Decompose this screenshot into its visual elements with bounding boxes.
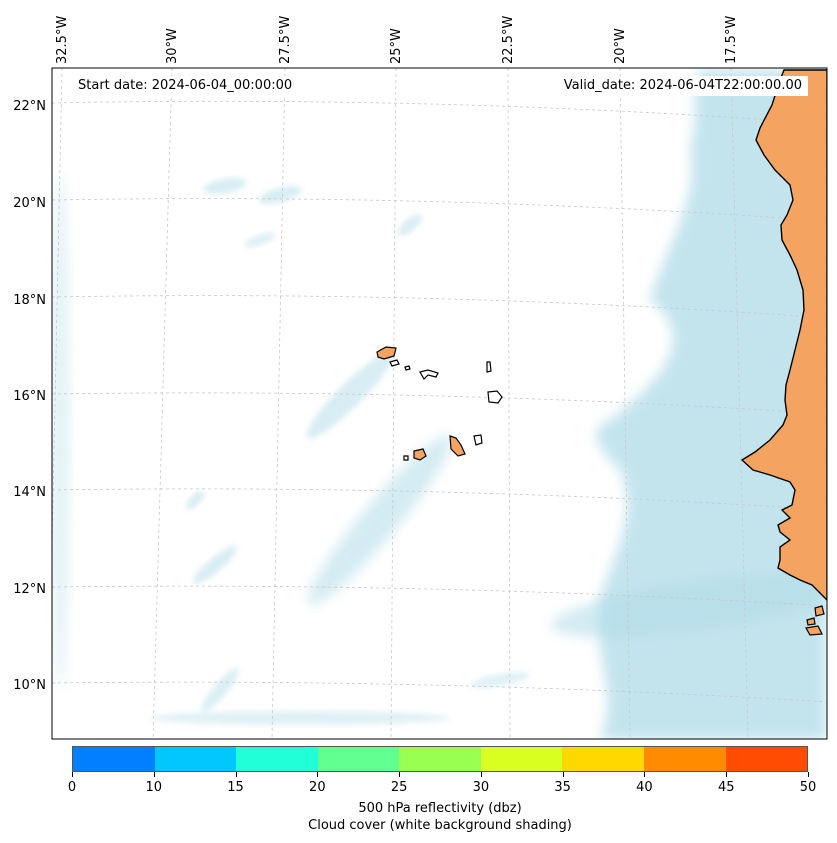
colorbar-tick (72, 772, 73, 777)
lon-label: 30°W (165, 28, 180, 64)
colorbar-tick-label: 50 (799, 780, 817, 795)
cloud-band-south (551, 572, 827, 638)
colorbar-tick-label: 0 (67, 780, 77, 795)
colorbar-segment (73, 747, 155, 771)
cloud-patch-8 (244, 232, 276, 248)
island-fogo (413, 448, 427, 461)
lon-label: 25°W (389, 28, 404, 64)
island-santiago (449, 435, 466, 457)
valid-date-label: Valid_date: 2024-06-04T22:00:00.00 (557, 76, 808, 96)
lat-label: 18°N (13, 293, 46, 308)
colorbar-ticks: 0 10 15 20 25 30 35 40 45 50 (68, 772, 816, 802)
colorbar-tick (153, 772, 155, 777)
island-maio (473, 434, 483, 446)
cloud-patch-5 (201, 668, 239, 712)
lat-label: 12°N (13, 582, 46, 597)
colorbar-segment (480, 747, 563, 771)
colorbar-tick-label: 15 (227, 780, 244, 795)
colorbar-tick-label: 35 (554, 780, 571, 795)
cape-verde-islands (376, 346, 503, 461)
lat-label: 10°N (13, 678, 46, 693)
lon-label: 17.5°W (724, 16, 739, 64)
lon-label: 20°W (613, 28, 628, 64)
cloud-band-west (52, 170, 70, 690)
colorbar-tick-label: 20 (309, 780, 326, 795)
lat-label: 20°N (13, 196, 46, 211)
colorbar-sublabel: Cloud cover (white background shading) (308, 818, 572, 833)
latitude-labels: 22°N 20°N 18°N 16°N 14°N 12°N 10°N (13, 99, 46, 693)
lat-label: 16°N (13, 389, 46, 404)
cloud-band-bottom (150, 711, 450, 725)
colorbar-tick (726, 772, 728, 777)
cloud-patch-3 (397, 214, 423, 236)
colorbar-label: 500 hPa reflectivity (dbz) (358, 801, 522, 816)
map-frame (51, 67, 828, 740)
colorbar-segment (643, 747, 726, 771)
lon-label: 22.5°W (501, 16, 516, 64)
colorbar-segment (562, 747, 644, 771)
colorbar-tick-label: 45 (717, 780, 735, 795)
lat-label: 22°N (13, 99, 46, 114)
colorbar-tick (480, 772, 482, 777)
colorbar-tick-label: 10 (145, 780, 163, 795)
colorbar-tick (808, 772, 809, 777)
colorbar-segment (236, 747, 318, 771)
cloud-band-sw (307, 434, 453, 606)
colorbar-tick-label: 30 (472, 780, 490, 795)
island-santo-antao (376, 346, 397, 360)
colorbar-tick (562, 772, 564, 777)
cloud-east-band (596, 70, 827, 739)
cloud-patch-7 (185, 490, 205, 510)
island-boa-vista (487, 390, 503, 404)
island-brava (403, 455, 409, 461)
cloud-cover (52, 70, 827, 739)
cloud-patch-4 (193, 546, 237, 584)
cloud-band-islands (306, 351, 394, 439)
cloud-patch-2 (258, 186, 302, 204)
colorbar-tick (235, 772, 237, 777)
island-sao-nicolau (419, 369, 439, 380)
cloud-patch-1 (203, 178, 247, 194)
graticule (52, 68, 827, 739)
colorbar-segment (725, 747, 808, 771)
colorbar-segment (317, 747, 400, 771)
africa-landmass (740, 69, 827, 601)
colorbar (72, 746, 808, 772)
colorbar-segment (154, 747, 237, 771)
longitude-labels: 32.5°W 30°W 27.5°W 25°W 22.5°W 20°W 17.5… (55, 16, 739, 64)
lon-label: 27.5°W (278, 16, 293, 64)
island-sao-vicente (389, 359, 400, 367)
cloud-patch-6 (470, 672, 530, 688)
lon-label: 32.5°W (55, 16, 70, 64)
start-date-label: Start date: 2024-06-04_00:00:00 (72, 76, 299, 96)
colorbar-tick-label: 25 (390, 780, 408, 795)
lat-label: 14°N (13, 485, 46, 500)
colorbar-segment (399, 747, 481, 771)
bissagos-islands (805, 605, 825, 636)
island-santa-luzia (404, 365, 411, 371)
colorbar-tick (399, 772, 401, 777)
colorbar-tick (317, 772, 319, 777)
colorbar-tick-label: 40 (636, 780, 653, 795)
colorbar-tick (644, 772, 646, 777)
island-sal (486, 361, 492, 373)
